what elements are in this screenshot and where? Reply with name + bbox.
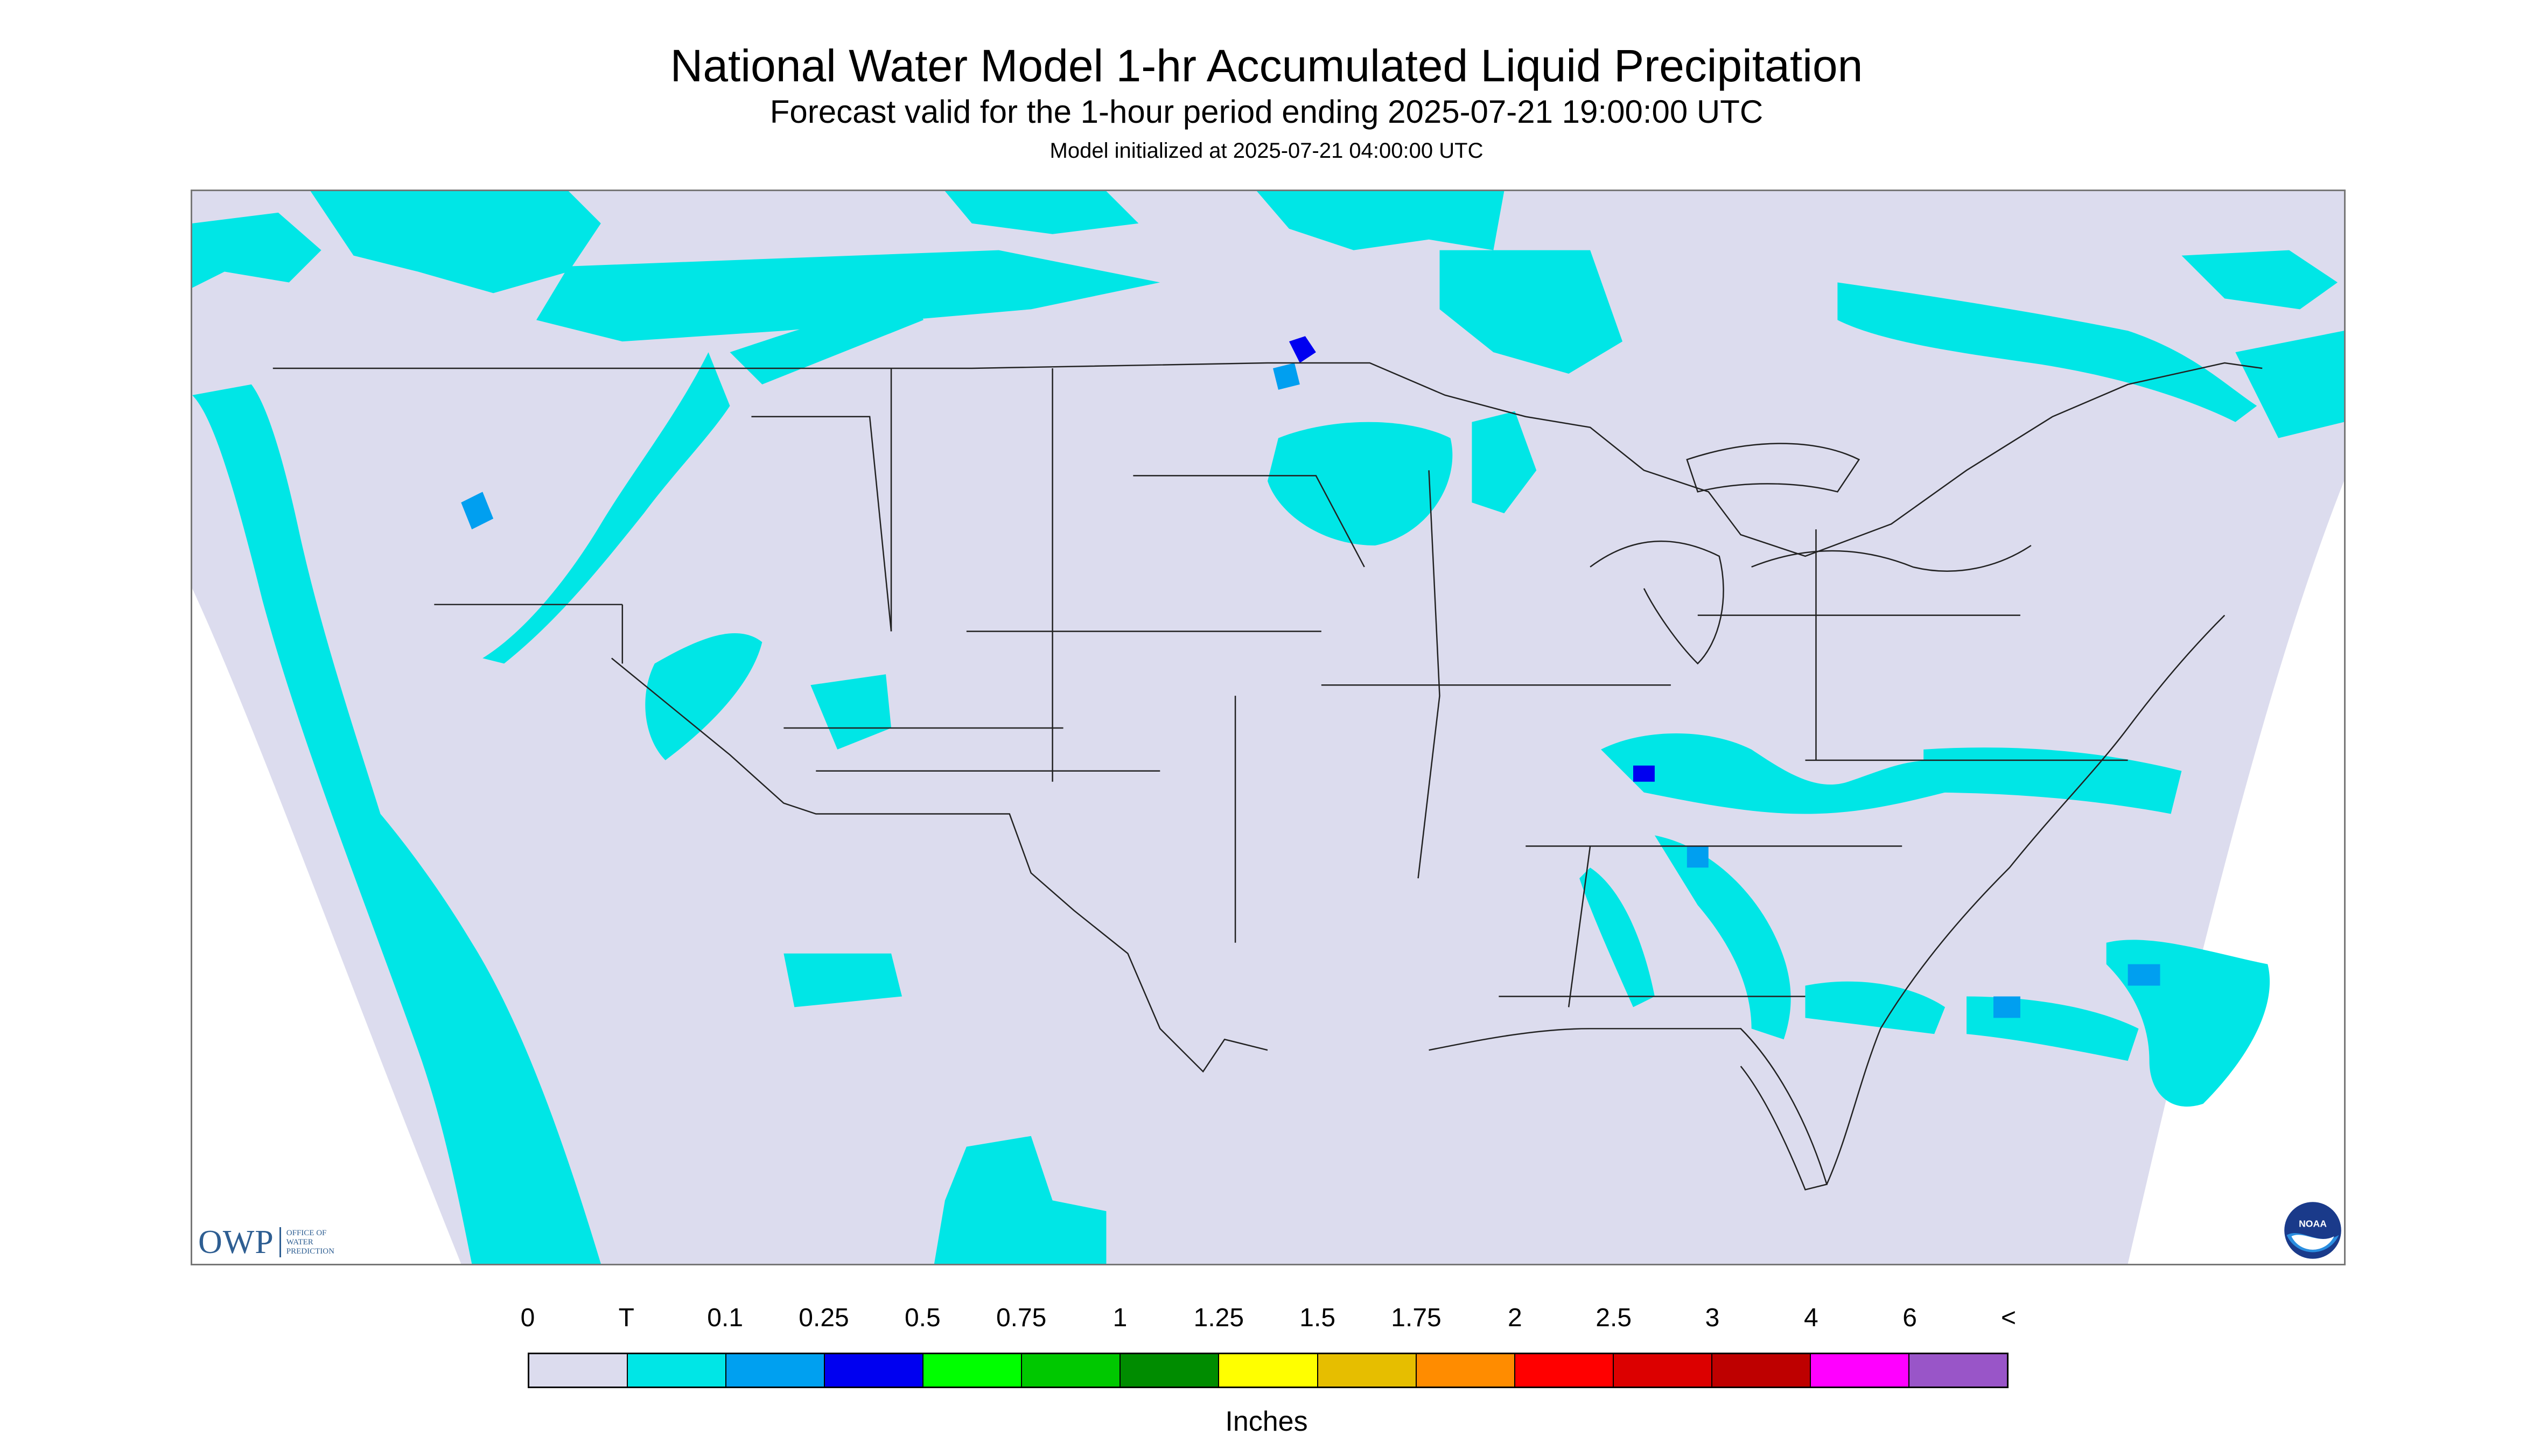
legend-colorbar — [528, 1353, 2009, 1388]
legend-swatch — [628, 1354, 727, 1387]
precip-heavy-areas — [1289, 336, 1655, 782]
legend-swatch — [1121, 1354, 1220, 1387]
legend-label: 3 — [1705, 1304, 1720, 1332]
legend-swatch — [726, 1354, 825, 1387]
legend-label: 2.5 — [1596, 1304, 1632, 1332]
model-init-time: Model initialized at 2025-07-21 04:00:00… — [1049, 139, 1484, 163]
owp-logo-divider — [279, 1227, 281, 1257]
legend-swatch — [1810, 1354, 1909, 1387]
map-title: National Water Model 1-hr Accumulated Li… — [670, 40, 1863, 91]
legend-swatch — [1515, 1354, 1614, 1387]
legend-label: 0.25 — [799, 1304, 849, 1332]
legend-swatch — [1416, 1354, 1515, 1387]
legend-label: 0.5 — [904, 1304, 941, 1332]
owp-logo-text: OWP — [198, 1223, 274, 1261]
owp-logo: OWP OFFICE OF WATER PREDICTION — [198, 1223, 334, 1261]
political-boundaries — [272, 362, 2263, 1073]
legend-label: 0.75 — [996, 1304, 1047, 1332]
legend-label: 1.5 — [1299, 1304, 1336, 1332]
owp-sub-line-2: WATER — [286, 1237, 313, 1247]
legend-labels: 0 T 0.1 0.25 0.5 0.75 1 1.25 1.5 1.75 2 2.5 3 4 6 < — [0, 1303, 2533, 1341]
owp-sub-line-1: OFFICE OF — [286, 1228, 327, 1237]
legend-swatch — [1712, 1354, 1811, 1387]
precip-light-areas — [192, 191, 2344, 1264]
coastlines — [1429, 443, 2226, 1191]
legend-swatch — [923, 1354, 1023, 1387]
legend-swatch — [1909, 1354, 2007, 1387]
noaa-logo-icon: NOAA — [2284, 1202, 2341, 1259]
map-canvas — [192, 191, 2344, 1264]
legend-swatch — [1613, 1354, 1712, 1387]
legend-swatch — [1219, 1354, 1318, 1387]
legend-label: 6 — [1902, 1304, 1918, 1332]
legend-label: 1 — [1112, 1304, 1128, 1332]
legend-label: 1.25 — [1193, 1304, 1244, 1332]
legend-label: 2 — [1507, 1304, 1522, 1332]
legend-label: < — [2000, 1304, 2017, 1332]
owp-sub-line-3: PREDICTION — [286, 1247, 334, 1256]
legend-label: T — [618, 1304, 634, 1332]
legend-swatch — [1022, 1354, 1121, 1387]
legend-label: 1.75 — [1391, 1304, 1442, 1332]
legend-swatch — [825, 1354, 924, 1387]
precip-medium-areas — [461, 363, 2160, 1018]
legend-swatch — [529, 1354, 628, 1387]
legend-label: 4 — [1803, 1304, 1818, 1332]
legend-label: 0 — [520, 1304, 535, 1332]
legend-swatch — [1318, 1354, 1417, 1387]
noaa-logo-text: NOAA — [2299, 1218, 2327, 1229]
map-subtitle: Forecast valid for the 1-hour period end… — [769, 94, 1764, 130]
legend-label: 0.1 — [707, 1304, 744, 1332]
owp-logo-subtext: OFFICE OF WATER PREDICTION — [286, 1229, 334, 1256]
legend-units: Inches — [1225, 1406, 1308, 1437]
precipitation-map[interactable] — [191, 190, 2346, 1265]
